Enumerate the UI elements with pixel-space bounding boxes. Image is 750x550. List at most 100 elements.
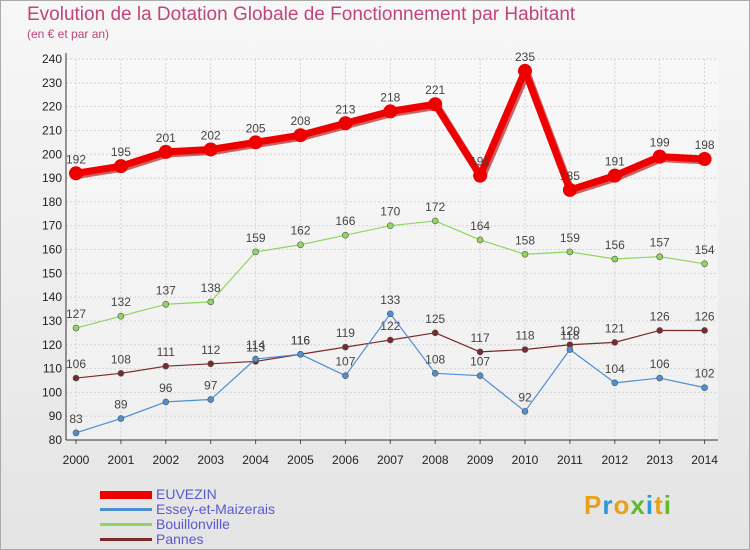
logo-letter: P [584, 490, 603, 520]
data-point-bouillonville [162, 300, 170, 308]
data-label-euvezin: 199 [650, 136, 670, 150]
data-point-pannes [611, 339, 619, 346]
data-label-euvezin: 192 [66, 152, 86, 166]
data-label-essey-et-maizerais: 107 [335, 355, 355, 369]
data-label-essey-et-maizerais: 107 [470, 355, 490, 369]
x-tick-label: 2012 [601, 453, 628, 467]
data-point-pannes [656, 327, 664, 334]
data-point-euvezin [248, 135, 263, 150]
legend-swatch [100, 491, 152, 499]
data-point-essey-et-maizerais [207, 396, 214, 403]
data-label-bouillonville: 138 [201, 281, 221, 295]
data-label-pannes: 118 [515, 329, 534, 343]
logo-letter: x [630, 490, 646, 520]
x-tick-label: 2011 [557, 453, 583, 467]
data-label-euvezin: 195 [111, 145, 131, 159]
data-label-bouillonville: 154 [695, 243, 715, 257]
y-tick-label: 80 [49, 433, 63, 447]
data-label-pannes: 126 [650, 309, 670, 323]
y-tick-label: 200 [42, 147, 62, 161]
data-label-pannes: 108 [111, 352, 131, 366]
data-point-euvezin [293, 128, 308, 143]
data-point-essey-et-maizerais [656, 374, 664, 382]
data-label-essey-et-maizerais: 102 [695, 367, 715, 381]
data-label-bouillonville: 164 [470, 219, 490, 233]
data-label-essey-et-maizerais: 96 [159, 381, 173, 395]
data-point-pannes [386, 336, 394, 344]
y-tick-label: 100 [42, 385, 62, 399]
x-tick-label: 2005 [287, 453, 314, 467]
data-point-euvezin [338, 116, 353, 131]
data-label-bouillonville: 132 [111, 295, 131, 309]
data-label-bouillonville: 156 [605, 238, 625, 252]
data-point-bouillonville [342, 231, 349, 239]
data-label-pannes: 113 [246, 340, 265, 354]
data-point-bouillonville [566, 248, 574, 256]
data-label-essey-et-maizerais: 83 [69, 412, 83, 426]
data-point-bouillonville [611, 255, 619, 263]
data-label-bouillonville: 137 [156, 283, 176, 297]
data-point-essey-et-maizerais [476, 372, 484, 380]
data-point-pannes [207, 360, 214, 368]
data-point-bouillonville [386, 222, 394, 229]
x-tick-label: 2009 [467, 453, 494, 467]
data-point-pannes [701, 327, 708, 334]
data-label-bouillonville: 172 [425, 200, 445, 214]
x-tick-label: 2014 [691, 453, 718, 467]
data-label-euvezin: 213 [335, 102, 355, 116]
data-point-bouillonville [521, 250, 529, 258]
data-point-essey-et-maizerais [521, 408, 529, 415]
x-tick-label: 2000 [63, 453, 90, 467]
data-point-bouillonville [252, 248, 259, 256]
legend-label: Bouillonville [156, 516, 230, 532]
x-tick-label: 2002 [152, 453, 179, 467]
data-label-euvezin: 221 [425, 83, 445, 97]
y-tick-label: 140 [42, 290, 62, 304]
data-point-euvezin [383, 104, 398, 119]
data-point-euvezin [69, 166, 83, 181]
data-label-pannes: 120 [560, 324, 580, 338]
logo-letter: o [613, 490, 631, 520]
data-label-euvezin: 218 [380, 90, 400, 104]
data-label-essey-et-maizerais: 118 [560, 329, 579, 343]
legend-label: Pannes [156, 531, 204, 547]
data-point-bouillonville [297, 241, 304, 249]
data-point-euvezin [473, 168, 488, 183]
logo-letter: r [602, 490, 614, 520]
data-label-pannes: 122 [380, 319, 400, 333]
legend-entry: Bouillonville [100, 517, 360, 532]
data-point-bouillonville [431, 217, 439, 225]
data-label-euvezin: 185 [560, 169, 580, 183]
data-label-bouillonville: 166 [335, 214, 355, 228]
x-tick-label: 2004 [242, 453, 269, 467]
data-point-bouillonville [701, 260, 708, 268]
data-point-pannes [431, 329, 439, 337]
y-tick-label: 110 [43, 362, 62, 376]
data-point-bouillonville [656, 253, 664, 260]
data-point-pannes [342, 343, 349, 351]
data-label-euvezin: 201 [156, 131, 176, 145]
y-tick-label: 190 [42, 171, 62, 185]
y-tick-label: 240 [42, 52, 62, 66]
data-label-essey-et-maizerais: 89 [114, 398, 128, 412]
legend-swatch [100, 508, 152, 511]
legend-swatch [100, 538, 152, 541]
y-tick-label: 230 [42, 76, 62, 90]
data-label-pannes: 116 [291, 333, 310, 347]
data-point-essey-et-maizerais [566, 346, 574, 353]
y-tick-label: 170 [42, 219, 62, 233]
data-point-essey-et-maizerais [611, 379, 619, 387]
data-label-euvezin: 208 [290, 114, 310, 128]
data-label-euvezin: 191 [605, 155, 625, 169]
y-tick-label: 130 [42, 314, 62, 328]
data-point-euvezin [697, 152, 712, 167]
data-label-essey-et-maizerais: 106 [650, 357, 670, 371]
data-point-euvezin [652, 149, 667, 164]
legend: EUVEZIN Essey-et-Maizerais Bouillonville Pa… [100, 487, 360, 547]
y-tick-label: 210 [42, 123, 62, 137]
data-point-pannes [162, 362, 170, 370]
data-point-euvezin [158, 144, 173, 159]
data-point-essey-et-maizerais [162, 398, 170, 406]
data-label-euvezin: 235 [515, 50, 535, 64]
data-label-bouillonville: 159 [246, 231, 266, 245]
